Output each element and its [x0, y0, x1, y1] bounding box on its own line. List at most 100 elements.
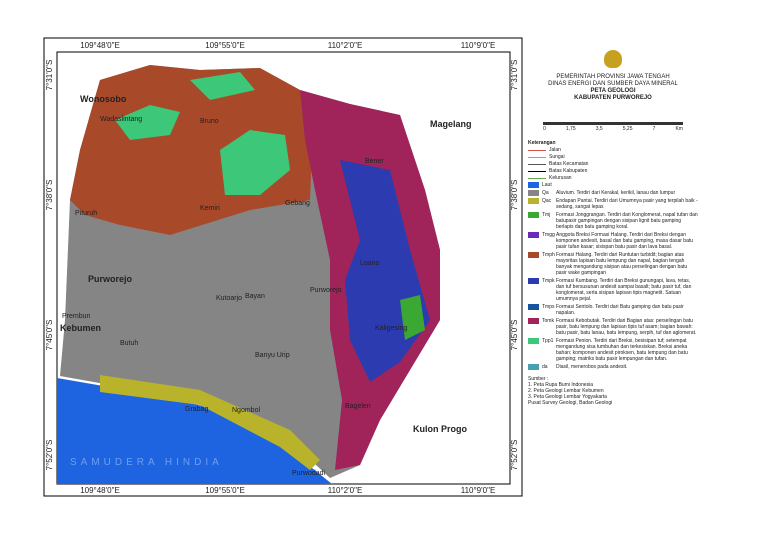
lon-label: 110°9'0"E — [461, 41, 496, 50]
legend-line-item: Kelurusan — [528, 175, 698, 181]
unit-text: Endapan Pantai. Terdiri dari Umumnya pas… — [556, 198, 698, 210]
place-label: Kemiri — [200, 205, 220, 212]
lat-label: 7°31'0"S — [45, 60, 54, 91]
scale-bar: 0 1,75 3,5 5,25 7 Km — [543, 122, 683, 132]
source-line: Pusat Survey Geologi, Badan Geologi — [528, 400, 613, 406]
legend-header: PETA GEOLOGI — [590, 88, 636, 94]
place-label: Magelang — [430, 119, 472, 129]
place-label: SAMUDERA HINDIA — [70, 457, 223, 468]
sources: Sumber :1. Peta Rupa Bumi Indonesia 2. Pe… — [528, 376, 698, 406]
line-label: Batas Kabupaten — [549, 168, 588, 174]
unit-text: Formasi Jonggrangan. Terdiri dari Konglo… — [556, 212, 698, 230]
place-label: Kaligesing — [375, 325, 407, 332]
scale-label: 0 — [543, 126, 546, 132]
line-label: Batas Kecamatan — [549, 161, 589, 167]
unit-code: Tmph — [542, 252, 555, 258]
swatch — [528, 198, 539, 204]
legend-unit: Tmps Formasi Sentolo. Terdiri dari Batu g… — [528, 304, 698, 316]
unit-text: Diasil, menerobos pada andesit. — [556, 364, 628, 370]
unit-code: Tmpk — [542, 278, 555, 284]
legend-unit: Tmgg Anggota Breksi Formasi Halang. Terdi… — [528, 232, 698, 250]
unit-tpp1 — [190, 72, 255, 100]
place-label: Kebumen — [60, 323, 101, 333]
source-line: Sumber : — [528, 376, 549, 382]
place-label: Bayan — [245, 293, 265, 300]
lon-labels: 109°48'0"E 109°48'0"E 109°55'0"E 109°55'0"E… — [80, 41, 495, 495]
unit-code: Tomk — [542, 318, 554, 324]
line-label: Jalan — [549, 147, 561, 153]
lat-label: 7°31'0"S — [510, 60, 519, 91]
unit-code: Qac — [542, 198, 552, 204]
scale-label: 7 — [652, 126, 656, 132]
place-label: Purworejo — [88, 274, 133, 284]
unit-text: Aluvium. Terdiri dari Kerakal, kerikil, … — [556, 190, 676, 196]
lon-label: 109°48'0"E — [80, 41, 120, 50]
logo — [604, 50, 622, 68]
lat-label: 7°38'0"S — [510, 180, 519, 211]
line-swatch — [528, 150, 546, 151]
lon-label: 109°48'0"E — [80, 486, 120, 495]
place-label: Banyu Urip — [255, 352, 290, 359]
unit-code: Qa — [542, 190, 549, 196]
unit-text: Formasi Halang. Terdiri dari Runtutan tu… — [556, 252, 688, 276]
place-labels: Wonosobo Magelang Wadaslintang Bruno Bener Pi… — [60, 94, 472, 477]
unit-text: Formasi Kumbang. Terdiri dan Breksi gunu… — [556, 278, 692, 302]
place-label: Bener — [365, 158, 384, 165]
legend-unit: Tpp1 Formasi Penion. Terdiri dari Breksi,… — [528, 338, 698, 362]
swatch — [528, 232, 539, 238]
swatch — [528, 212, 539, 218]
lon-label: 110°9'0"E — [461, 486, 496, 495]
scale-label: 5,25 — [622, 126, 633, 132]
place-label: Wonosobo — [80, 94, 127, 104]
place-label: Wadaslintang — [100, 116, 142, 123]
lon-label: 109°55'0"E — [205, 41, 245, 50]
lat-label: 7°52'0"S — [45, 440, 54, 471]
place-label: Kutoarjo — [216, 295, 242, 302]
place-label: Gebang — [285, 200, 310, 207]
place-label: Kulon Progo — [413, 424, 467, 434]
swatch — [528, 190, 539, 196]
unit-code: Tpp1 — [542, 338, 554, 344]
legend-unit: da Diasil, menerobos pada andesit. — [528, 364, 698, 370]
unit-text: Formasi Kebobutak. Terdiri dari Bagian a… — [556, 318, 697, 336]
source-line: 2. Peta Geologi Lembar Kebumen — [528, 388, 604, 394]
unit-text: Formasi Penion. Terdiri dari Breksi, bes… — [556, 338, 688, 362]
legend-unit: Tmj Formasi Jonggrangan. Terdiri dari Kon… — [528, 212, 698, 230]
place-label: Bruno — [200, 118, 219, 125]
swatch — [528, 318, 539, 324]
legend-unit: Qa Aluvium. Terdiri dari Kerakal, kerikil… — [528, 190, 698, 196]
legend-unit: Qac Endapan Pantai. Terdiri dari Umumnya … — [528, 198, 698, 210]
lat-label: 7°52'0"S — [510, 440, 519, 471]
legend-line-item: Batas Kabupaten — [528, 168, 698, 174]
legend-header: DINAS ENERGI DAN SUMBER DAYA MINERAL — [548, 81, 678, 87]
lat-label: 7°38'0"S — [45, 180, 54, 211]
lat-labels: 7°31'0"S 7°31'0"S 7°38'0"S 7°38'0"S 7°45'0"S… — [45, 60, 519, 471]
legend-line-item: Jalan — [528, 147, 698, 153]
place-label: Bagelen — [345, 403, 371, 410]
unit-code: Tmj — [542, 212, 551, 218]
line-label: Kelurusan — [549, 175, 572, 181]
swatch — [528, 252, 539, 258]
unit-text: Formasi Sentolo. Terdiri dari Batu gampi… — [556, 304, 684, 316]
line-swatch — [528, 171, 546, 172]
line-swatch — [528, 157, 546, 158]
legend-unit: Tmph Formasi Halang. Terdiri dari Runtuta… — [528, 252, 698, 276]
legend-title: Keterangan — [528, 140, 556, 146]
place-label: Purwodadi — [292, 470, 326, 477]
place-label: Purworejo — [310, 287, 342, 294]
legend-header: PEMERINTAH PROVINSI JAWA TENGAH — [556, 74, 670, 80]
scale-label: 1,75 — [565, 126, 576, 132]
legend-unit: Tomk Formasi Kebobutak. Terdiri dari Bagi… — [528, 318, 698, 336]
place-label: Prembun — [62, 313, 91, 320]
swatch — [528, 278, 539, 284]
source-line: 1. Peta Rupa Bumi Indonesia — [528, 382, 594, 388]
scale-label: 3,5 — [595, 126, 603, 132]
place-label: Pituruh — [75, 210, 97, 217]
legend-unit: Tmpk Formasi Kumbang. Terdiri dan Breksi … — [528, 278, 698, 302]
north-arrow — [606, 105, 620, 119]
unit-code: da — [542, 364, 548, 370]
line-swatch — [528, 178, 546, 179]
place-label: Ngombol — [232, 407, 260, 414]
